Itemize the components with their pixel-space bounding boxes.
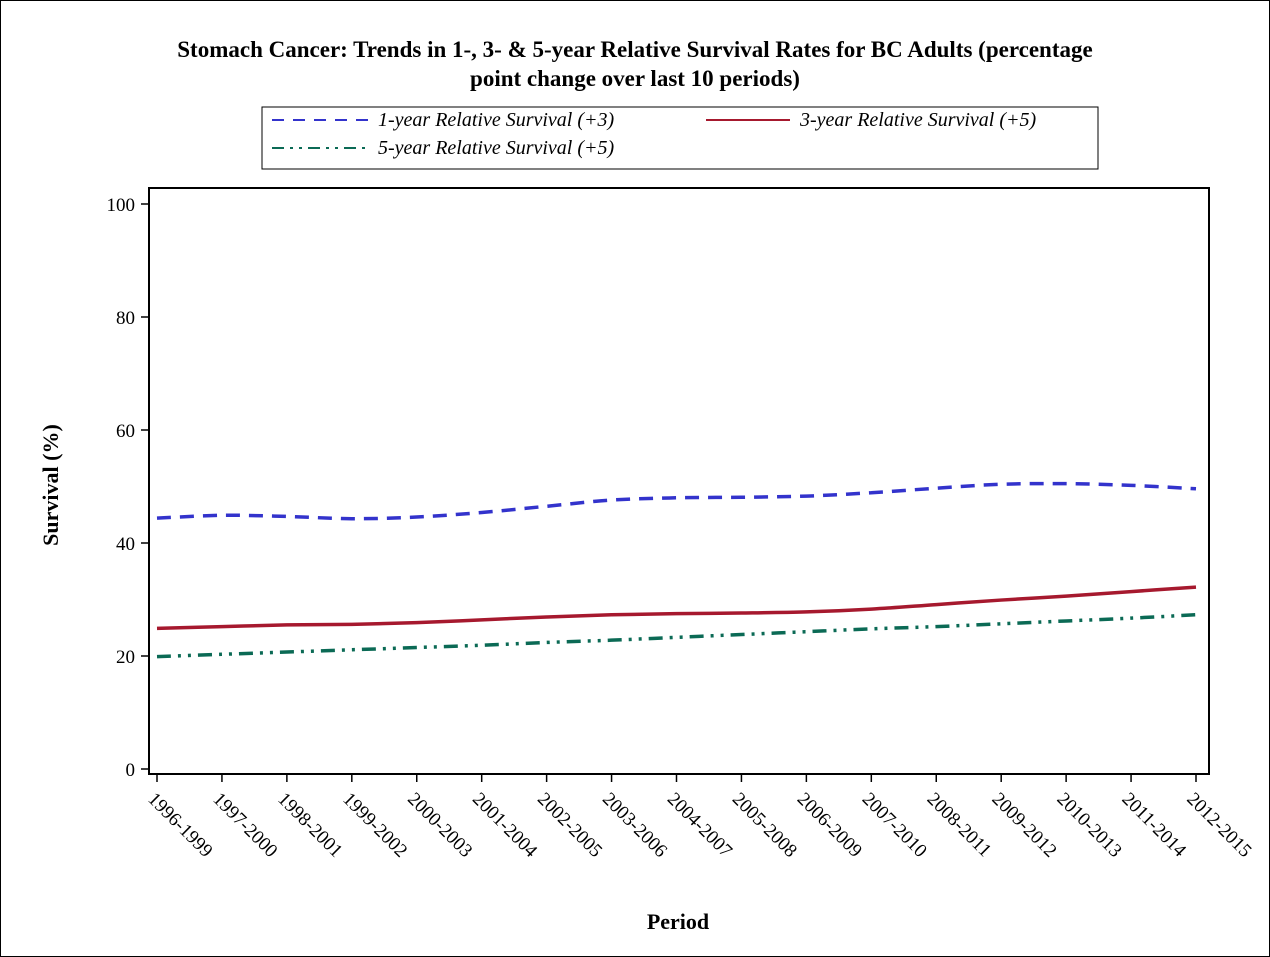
legend-label-1: 1-year Relative Survival (+3) <box>378 109 615 131</box>
legend-label-2: 3-year Relative Survival (+5) <box>799 109 1037 131</box>
chart-title-line-1: Stomach Cancer: Trends in 1-, 3- & 5-yea… <box>177 37 1092 62</box>
x-tick-label: 2011-2014 <box>1118 789 1191 862</box>
series-line-2 <box>156 585 1197 631</box>
data-point-s1-13 <box>1000 483 1003 486</box>
plot-area <box>148 187 1210 775</box>
x-tick-label: 1996-1999 <box>143 789 216 862</box>
x-tick-label: 1998-2001 <box>273 789 346 862</box>
data-point-s3-11 <box>870 627 873 630</box>
legend-box <box>261 106 1099 170</box>
data-point-s1-7 <box>610 499 613 502</box>
x-tick-label: 2008-2011 <box>923 789 996 862</box>
chart-title-line-2: point change over last 10 periods) <box>470 66 800 91</box>
x-tick-label: 1999-2002 <box>338 789 411 862</box>
series-layer <box>156 481 1197 659</box>
x-tick-label: 2001-2004 <box>468 789 541 862</box>
x-axis: 1996-19991997-20001998-20011999-20022000… <box>143 774 1256 862</box>
x-tick-label: 2005-2008 <box>728 789 801 862</box>
data-point-s3-5 <box>480 644 483 647</box>
x-tick-label: 2007-2010 <box>858 789 931 862</box>
x-tick-label: 2010-2013 <box>1053 789 1126 862</box>
data-point-s1-1 <box>220 514 223 517</box>
x-tick-label: 2004-2007 <box>663 789 736 862</box>
y-tick-label: 0 <box>126 760 136 781</box>
data-point-s3-8 <box>675 636 678 639</box>
x-tick-label: 2012-2015 <box>1182 789 1255 862</box>
y-tick-label: 100 <box>107 195 136 216</box>
series-line-1 <box>156 481 1197 521</box>
x-tick-label: 2003-2006 <box>598 789 671 862</box>
legend: 1-year Relative Survival (+3) 3-year Rela… <box>261 106 1099 170</box>
y-tick-label: 80 <box>116 308 135 329</box>
series-line-3 <box>156 613 1197 659</box>
y-tick-label: 20 <box>116 647 135 668</box>
y-axis: 0 20 40 60 80 100 <box>107 195 149 781</box>
data-point-s1-12 <box>935 487 938 490</box>
y-tick-label: 60 <box>116 421 135 442</box>
legend-label-3: 5-year Relative Survival (+5) <box>378 137 615 159</box>
x-tick-label: 2002-2005 <box>533 789 606 862</box>
x-axis-title: Period <box>647 909 709 934</box>
x-tick-label: 1997-2000 <box>208 789 281 862</box>
y-tick-label: 40 <box>116 534 135 555</box>
y-axis-title: Survival (%) <box>38 424 63 546</box>
x-tick-label: 2000-2003 <box>403 789 476 862</box>
x-tick-label: 2009-2012 <box>988 789 1061 862</box>
x-tick-label: 2006-2009 <box>793 789 866 862</box>
